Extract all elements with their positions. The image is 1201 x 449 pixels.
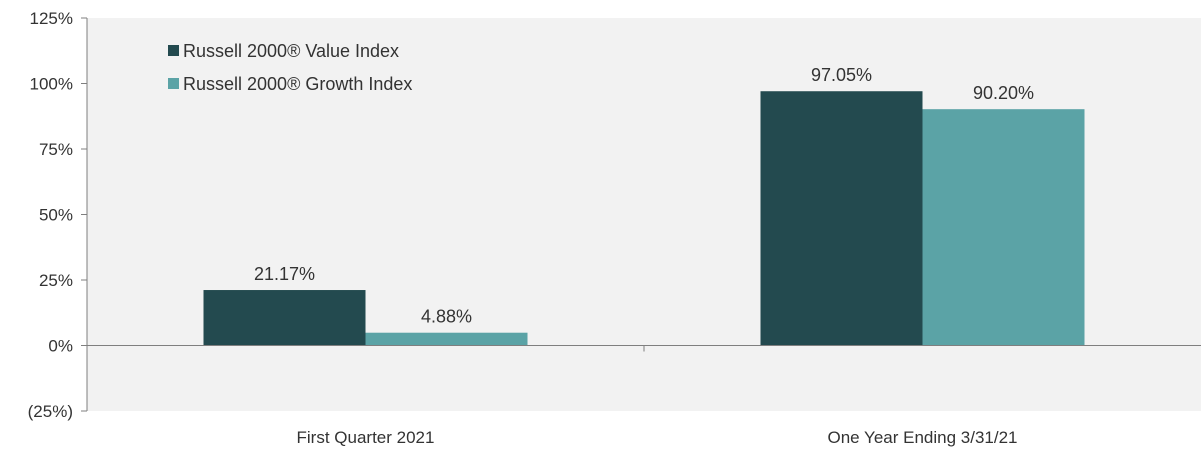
y-tick-label: (25%) [28, 402, 73, 421]
legend: Russell 2000® Value Index Russell 2000® G… [168, 41, 412, 94]
y-tick-label: 75% [39, 140, 73, 159]
legend-label: Russell 2000® Growth Index [183, 74, 412, 94]
y-axis: (25%) 0% 25% 50% 75% 100% 125% [28, 9, 88, 421]
data-label: 90.20% [973, 83, 1034, 103]
y-tick-label: 50% [39, 206, 73, 225]
y-tick-label: 100% [30, 75, 73, 94]
bar [203, 290, 366, 346]
data-labels: 21.17% 4.88% 97.05% 90.20% [254, 65, 1034, 326]
data-label: 97.05% [811, 65, 872, 85]
bar [922, 109, 1085, 346]
legend-label: Russell 2000® Value Index [183, 41, 399, 61]
y-tick-label: 0% [48, 337, 73, 356]
y-tick-label: 125% [30, 9, 73, 28]
category-labels: First Quarter 2021 One Year Ending 3/31/2… [297, 428, 1018, 447]
category-label: One Year Ending 3/31/21 [828, 428, 1018, 447]
bar [760, 91, 923, 346]
legend-swatch [168, 45, 179, 56]
legend-swatch [168, 78, 179, 89]
bars [203, 91, 1085, 346]
data-label: 4.88% [421, 307, 472, 327]
category-label: First Quarter 2021 [297, 428, 435, 447]
y-tick-label: 25% [39, 271, 73, 290]
data-label: 21.17% [254, 264, 315, 284]
bar [365, 332, 528, 346]
zero-line [87, 345, 1201, 352]
